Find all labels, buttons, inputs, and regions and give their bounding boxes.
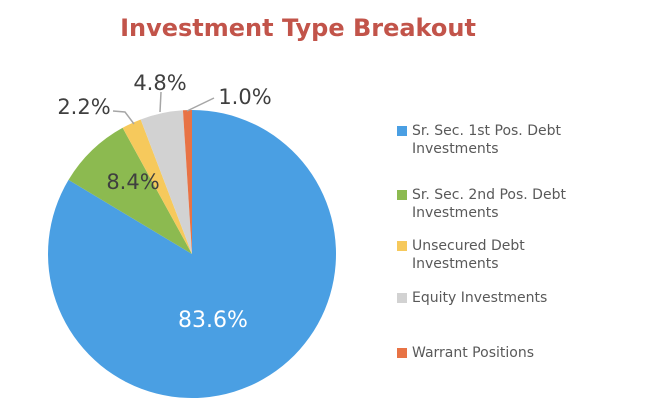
- legend-label: Sr. Sec. 2nd Pos. Debt Investments: [412, 187, 566, 221]
- legend-item-unsecured-debt[interactable]: Unsecured Debt Investments: [397, 237, 604, 273]
- legend-label: Equity Investments: [412, 290, 548, 306]
- leader-line-3: [159, 91, 162, 113]
- data-label-3: 4.8%: [133, 71, 186, 95]
- pie-slice-3[interactable]: [140, 110, 192, 254]
- pie-slice-1[interactable]: [68, 127, 192, 254]
- pie-slice-2[interactable]: [122, 119, 192, 255]
- data-label-2: 2.2%: [57, 95, 110, 119]
- data-label-4: 1.0%: [218, 85, 271, 109]
- legend-swatch-icon: [397, 348, 407, 358]
- chart-title: Investment Type Breakout: [120, 14, 476, 42]
- leader-line-4: [186, 97, 215, 112]
- pie-slice-0[interactable]: [48, 110, 337, 398]
- legend-swatch-icon: [397, 190, 407, 200]
- legend-item-warrant[interactable]: Warrant Positions: [397, 344, 604, 362]
- pie-slice-4[interactable]: [182, 109, 192, 254]
- legend-swatch-icon: [397, 241, 407, 251]
- legend-label: Unsecured Debt Investments: [412, 238, 525, 272]
- legend-label: Sr. Sec. 1st Pos. Debt Investments: [412, 123, 561, 157]
- legend-swatch-icon: [397, 293, 407, 303]
- legend-item-equity[interactable]: Equity Investments: [397, 289, 604, 307]
- leader-line-2: [112, 110, 135, 125]
- legend-label: Warrant Positions: [412, 345, 534, 361]
- legend-swatch-icon: [397, 126, 407, 136]
- legend-item-sr-sec-2nd-pos[interactable]: Sr. Sec. 2nd Pos. Debt Investments: [397, 186, 604, 222]
- legend-item-sr-sec-1st-pos[interactable]: Sr. Sec. 1st Pos. Debt Investments: [397, 122, 604, 158]
